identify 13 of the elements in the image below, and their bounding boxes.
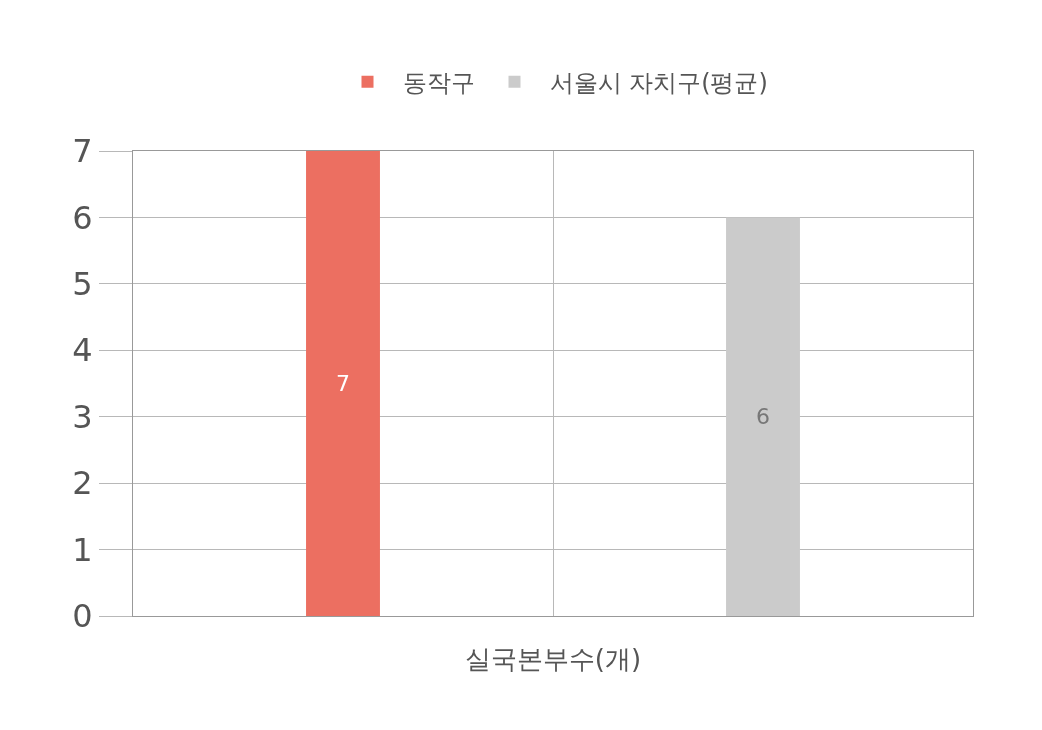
y-tick-label: 2	[72, 464, 93, 503]
y-tick-label: 3	[72, 397, 93, 436]
x-tick-label: 실국본부수(개)	[464, 644, 642, 675]
y-tick-label: 6	[72, 198, 93, 237]
y-tick-label: 0	[72, 597, 93, 636]
y-tick-label: 7	[72, 132, 93, 171]
y-tick-label: 5	[72, 265, 93, 304]
data-label: 6	[756, 404, 770, 430]
legend-label: 서울시 자치구(평균)	[549, 69, 768, 98]
y-tick-label: 4	[72, 331, 93, 370]
data-label: 7	[336, 371, 350, 396]
y-tick-label: 1	[72, 530, 93, 569]
legend-label: 동작구	[402, 69, 475, 98]
